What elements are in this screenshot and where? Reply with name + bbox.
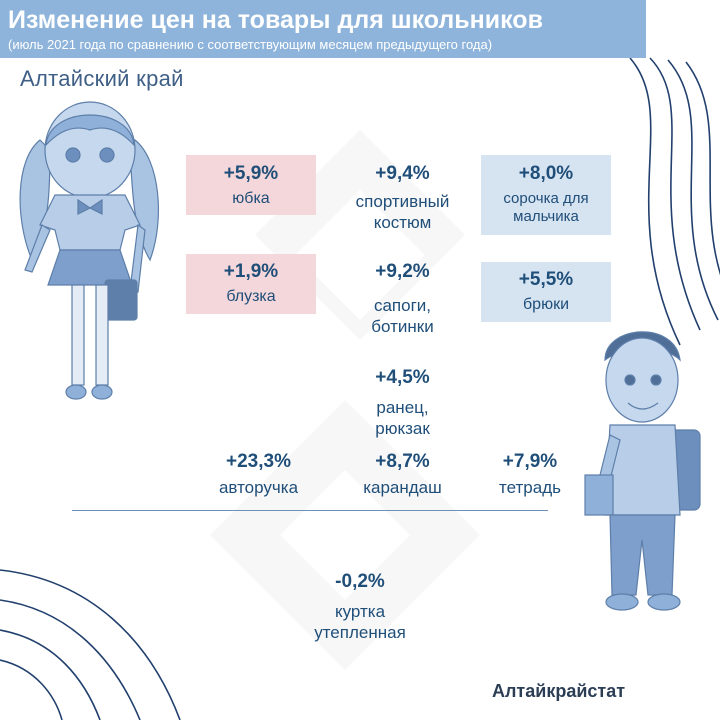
trousers-percent: +5,5% [518,269,574,290]
region-name: Алтайский край [20,66,184,91]
item-shirt-boy: +8,0% сорочка для мальчика [481,162,611,226]
trousers-label: брюки [523,296,569,313]
page-title: Изменение цен на товары для школьников [8,6,543,34]
trousers-box [481,262,611,322]
skirt-box [186,155,316,215]
item-skirt: +5,9% юбка [186,162,316,209]
notebook-percent: +7,9% [502,451,558,472]
blouse-percent: +1,9% [223,261,279,282]
boots-label-line1: сапоги, [373,296,432,315]
boy-student-illustration [584,331,701,611]
jacket-percent: -0,2% [335,571,385,592]
shirt-boy-label-line1: сорочка для [503,190,589,207]
blouse-box [186,254,316,314]
shirt-boy-label-line2: мальчика [513,208,579,225]
backpack-percent: +4,5% [375,367,430,388]
backpack-label-line2: рюкзак [375,419,430,438]
item-pencil: +8,7% карандаш [330,450,475,498]
separator-line [72,510,548,511]
sport-suit-label-line1: спортивный [355,192,450,211]
item-jacket: -0,2% куртка утепленная [280,570,440,643]
pencil-label: карандаш [363,478,442,497]
swirl-lines-top-right [629,57,720,346]
item-pen: +23,3% авторучка [186,450,331,498]
item-sport-suit: +9,4% спортивный костюм [330,162,475,233]
organization-name: Алтайкрайстат [492,681,626,701]
item-backpack: +4,5% ранец, рюкзак [330,366,475,439]
sport-suit-label-line2: костюм [373,213,432,232]
item-boots: +9,2% сапоги, ботинки [330,260,475,337]
page-subtitle: (июль 2021 года по сравнению с соответст… [8,37,493,52]
backpack-label-line1: ранец, [376,398,429,417]
pen-percent: +23,3% [226,451,291,472]
jacket-label-line1: куртка [334,602,386,621]
blouse-label: блузка [226,288,276,305]
girl-student-illustration [19,101,159,400]
item-notebook: +7,9% тетрадь [465,450,595,498]
shirt-boy-box [481,155,611,235]
header-banner: Изменение цен на товары для школьников (… [0,0,646,58]
jacket-label-line2: утепленная [314,623,406,642]
boots-label-line2: ботинки [371,317,434,336]
pen-label: авторучка [218,478,299,497]
notebook-label: тетрадь [499,478,561,497]
shirt-boy-percent: +8,0% [518,163,574,184]
skirt-label: юбка [232,190,270,207]
item-blouse: +1,9% блузка [186,260,316,307]
sport-suit-percent: +9,4% [375,163,430,184]
item-trousers: +5,5% брюки [481,268,611,315]
boots-percent: +9,2% [375,261,430,282]
swirl-lines-bottom-left [0,569,181,720]
pencil-percent: +8,7% [375,451,430,472]
skirt-percent: +5,9% [223,163,279,184]
